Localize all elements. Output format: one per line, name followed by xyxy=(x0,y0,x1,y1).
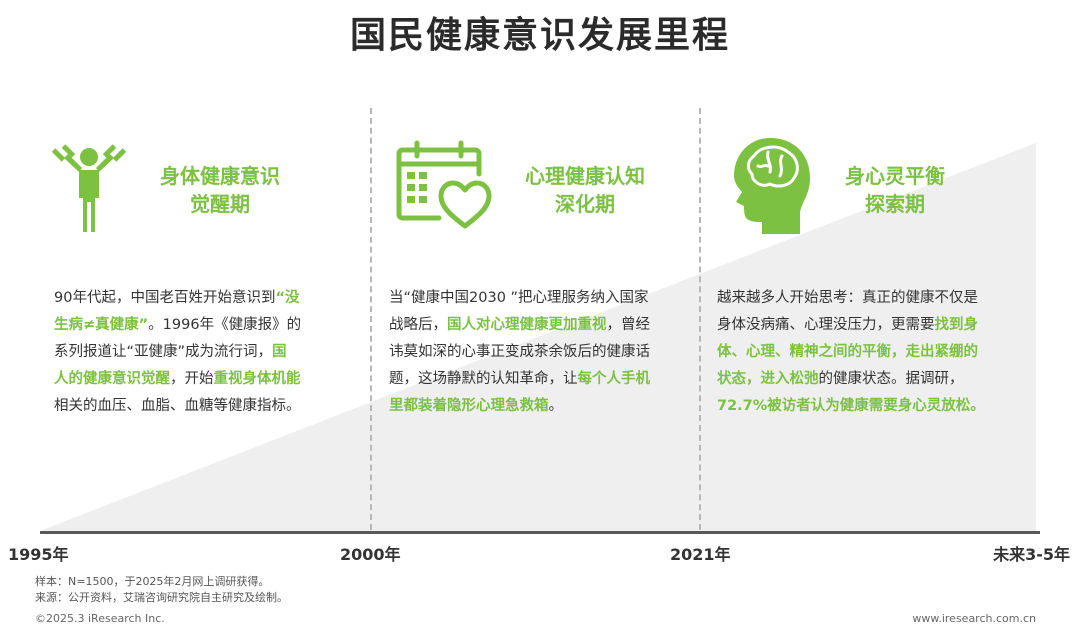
copyright: ©2025.3 iResearch Inc. xyxy=(35,612,165,625)
description-line: 72.7%被访者认为健康需要身心灵放松。 xyxy=(717,393,1017,420)
stage-title-line: 探索期 xyxy=(865,192,925,216)
stage-description: 90年代起，中国老百姓开始意识到“没 生病≠真健康”。1996年《健康报》的 系列报… xyxy=(54,285,344,420)
body-text: 。1996年《健康报》的 xyxy=(148,317,302,333)
highlight-text: 里都装着隐形心理急救箱 xyxy=(389,398,549,414)
description-line: 越来越多人开始思考：真正的健康不仅是 xyxy=(717,285,1017,312)
stage-divider xyxy=(370,108,372,530)
stage-description: 当“健康中国2030 ”把心理服务纳入国家 战略后，国人对心理健康更加重视，曾经讳… xyxy=(389,285,689,420)
stage-title-line: 心理健康认知 xyxy=(525,164,645,188)
timeline-label: 1995年 xyxy=(8,545,69,564)
website: www.iresearch.com.cn xyxy=(912,612,1036,625)
description-line: 人的健康意识觉醒，开始重视身体机能 xyxy=(54,366,344,393)
description-line: 状态，进入松弛的健康状态。据调研， xyxy=(717,366,1017,393)
stage-divider xyxy=(699,108,701,530)
body-text: 题，这场静默的认知革命，让 xyxy=(389,371,578,387)
body-text: 90年代起，中国老百姓开始意识到 xyxy=(54,290,276,306)
description-line: 90年代起，中国老百姓开始意识到“没 xyxy=(54,285,344,312)
stage-description: 越来越多人开始思考：真正的健康不仅是 身体没病痛、心理没压力，更需要找到身 体、心理… xyxy=(717,285,1017,420)
highlight-text: 人的健康意识觉醒 xyxy=(54,371,170,387)
highlight-text: 状态，进入松弛 xyxy=(717,371,819,387)
highlight-text: 重视身体机能 xyxy=(213,371,301,387)
highlight-text: 体、心理、精神之间的平衡，走出紧绷的 xyxy=(717,344,978,360)
description-line: 相关的血压、血脂、血糖等健康指标。 xyxy=(54,393,344,420)
fitness-person-icon xyxy=(52,144,126,232)
body-text: 系列报道让“亚健康”成为流行词， xyxy=(54,344,273,360)
body-text: ，曾经 xyxy=(606,317,651,333)
highlight-text: “没 xyxy=(275,290,300,306)
sample-note: 样本：N=1500，于2025年2月网上调研获得。 xyxy=(35,575,270,588)
stage-title-line: 身体健康意识 xyxy=(160,164,280,188)
stage-title-line: 觉醒期 xyxy=(190,192,250,216)
stage-title-line: 深化期 xyxy=(555,192,615,216)
body-text: 身体没病痛、心理没压力，更需要 xyxy=(717,317,935,333)
description-line: 讳莫如深的心事正变成茶余饭后的健康话 xyxy=(389,339,689,366)
timeline-label: 未来3-5年 xyxy=(993,545,1070,564)
stage-title: 身心灵平衡 探索期 xyxy=(825,162,965,218)
stage-title-line: 身心灵平衡 xyxy=(845,164,945,188)
description-line: 题，这场静默的认知革命，让每个人手机 xyxy=(389,366,689,393)
description-line: 当“健康中国2030 ”把心理服务纳入国家 xyxy=(389,285,689,312)
description-line: 战略后，国人对心理健康更加重视，曾经 xyxy=(389,312,689,339)
description-line: 里都装着隐形心理急救箱。 xyxy=(389,393,689,420)
highlight-text: 每个人手机 xyxy=(577,371,651,387)
body-text: 当“健康中国2030 ”把心理服务纳入国家 xyxy=(389,290,649,306)
body-text: 越来越多人开始思考：真正的健康不仅是 xyxy=(717,290,978,306)
timeline-axis xyxy=(40,531,1040,534)
page-title: 国民健康意识发展里程 xyxy=(349,15,730,56)
calendar-heart-icon xyxy=(396,140,492,229)
highlight-text: 国人对心理健康更加重视 xyxy=(447,317,607,333)
head-brain-icon xyxy=(734,138,810,234)
body-text: 相关的血压、血脂、血糖等健康指标。 xyxy=(54,398,301,414)
description-line: 体、心理、精神之间的平衡，走出紧绷的 xyxy=(717,339,1017,366)
description-line: 身体没病痛、心理没压力，更需要找到身 xyxy=(717,312,1017,339)
source-note: 来源：公开资料，艾瑞咨询研究院自主研究及绘制。 xyxy=(35,591,288,604)
description-line: 系列报道让“亚健康”成为流行词，国 xyxy=(54,339,344,366)
highlight-text: 生病≠真健康” xyxy=(54,317,149,333)
stage-title: 心理健康认知 深化期 xyxy=(505,162,665,218)
body-text: 。 xyxy=(548,398,564,414)
timeline-label: 2021年 xyxy=(670,545,731,564)
highlight-text: 72.7%被访者认为健康需要身心灵放松。 xyxy=(717,398,985,414)
highlight-text: 国 xyxy=(272,344,287,360)
highlight-text: 找到身 xyxy=(934,317,979,333)
description-line: 生病≠真健康”。1996年《健康报》的 xyxy=(54,312,344,339)
stage-title: 身体健康意识 觉醒期 xyxy=(140,162,300,218)
body-text: 讳莫如深的心事正变成茶余饭后的健康话 xyxy=(389,344,650,360)
body-text: 战略后， xyxy=(389,317,447,333)
body-text: ，开始 xyxy=(170,371,214,387)
timeline-label: 2000年 xyxy=(340,545,401,564)
body-text: 的健康状态。据调研， xyxy=(818,371,964,387)
